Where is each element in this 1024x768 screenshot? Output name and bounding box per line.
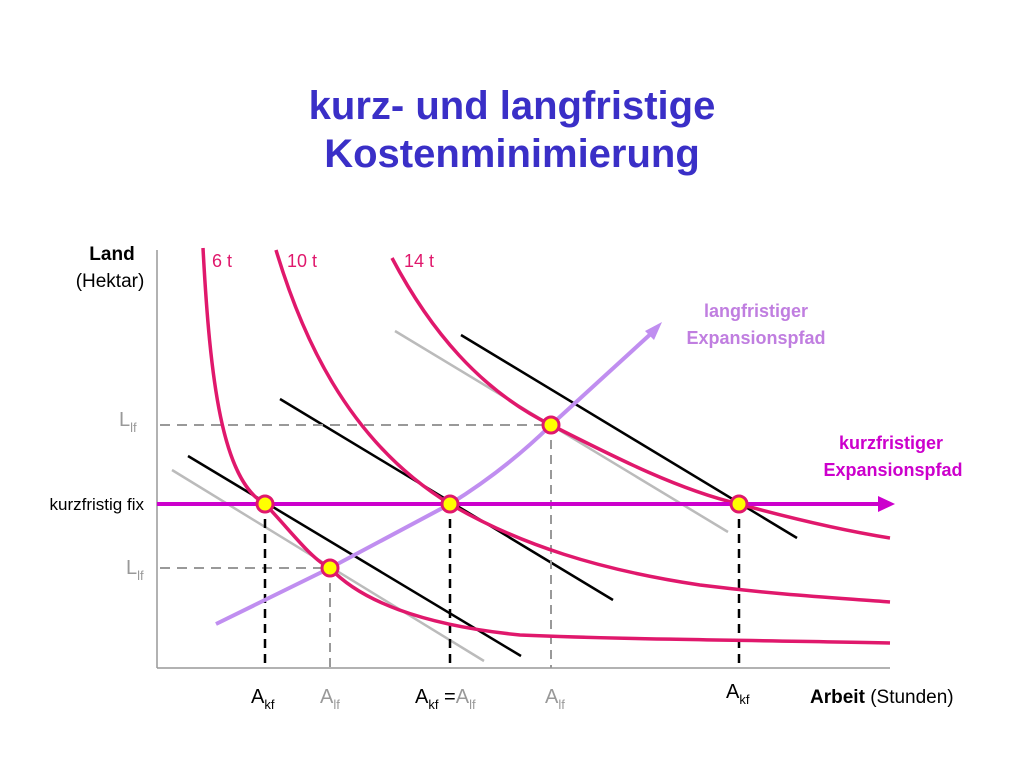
long-run-path-label-2: Expansionspfad	[686, 328, 825, 348]
y-axis-label-unit: (Hektar)	[76, 271, 145, 292]
point-long-run-14t	[541, 415, 561, 435]
x-axis-label: Arbeit (Stunden)	[810, 687, 954, 708]
y-tick-llf-upper: Llf	[119, 409, 137, 435]
title-line-2: Kostenminimierung	[324, 132, 700, 176]
short-run-expansion-arrowhead	[878, 496, 895, 512]
short-run-path-label-1: kurzfristiger	[839, 433, 943, 453]
x-tick-akf-3: Akf	[726, 681, 750, 707]
isoquant-label-14t: 14 t	[404, 251, 434, 271]
x-tick-akf-alf: Akf =Alf	[415, 686, 476, 712]
x-tick-alf-3: Alf	[545, 686, 565, 712]
y-axis-label-bold: Land	[89, 244, 134, 265]
point-short-run-14t	[729, 494, 749, 514]
long-run-expansion-path	[215, 328, 657, 626]
point-10t	[440, 494, 460, 514]
x-tick-akf-1: Akf	[251, 686, 275, 712]
x-axis-label-bold: Arbeit	[810, 687, 866, 708]
short-run-path-label-2: Expansionspfad	[823, 460, 962, 480]
page-title: kurz- und langfristige Kostenminimierung	[0, 82, 1024, 178]
isoquant-label-6t: 6 t	[212, 251, 232, 271]
isoquant-14t	[390, 257, 891, 540]
long-run-path-label-1: langfristiger	[704, 301, 808, 321]
short-run-fixed-label: kurzfristig fix	[50, 495, 145, 514]
point-long-run-6t	[320, 558, 340, 578]
isoquant-6t	[201, 247, 891, 645]
x-axis-label-unit: (Stunden)	[870, 687, 953, 708]
isoquant-10t	[274, 249, 891, 604]
point-short-run-6t	[255, 494, 275, 514]
x-tick-alf-1: Alf	[320, 686, 340, 712]
isoquant-label-10t: 10 t	[287, 251, 317, 271]
y-tick-llf-lower: Llf	[126, 557, 144, 583]
title-line-1: kurz- und langfristige	[308, 84, 716, 128]
long-run-expansion-arrowhead	[645, 322, 662, 340]
